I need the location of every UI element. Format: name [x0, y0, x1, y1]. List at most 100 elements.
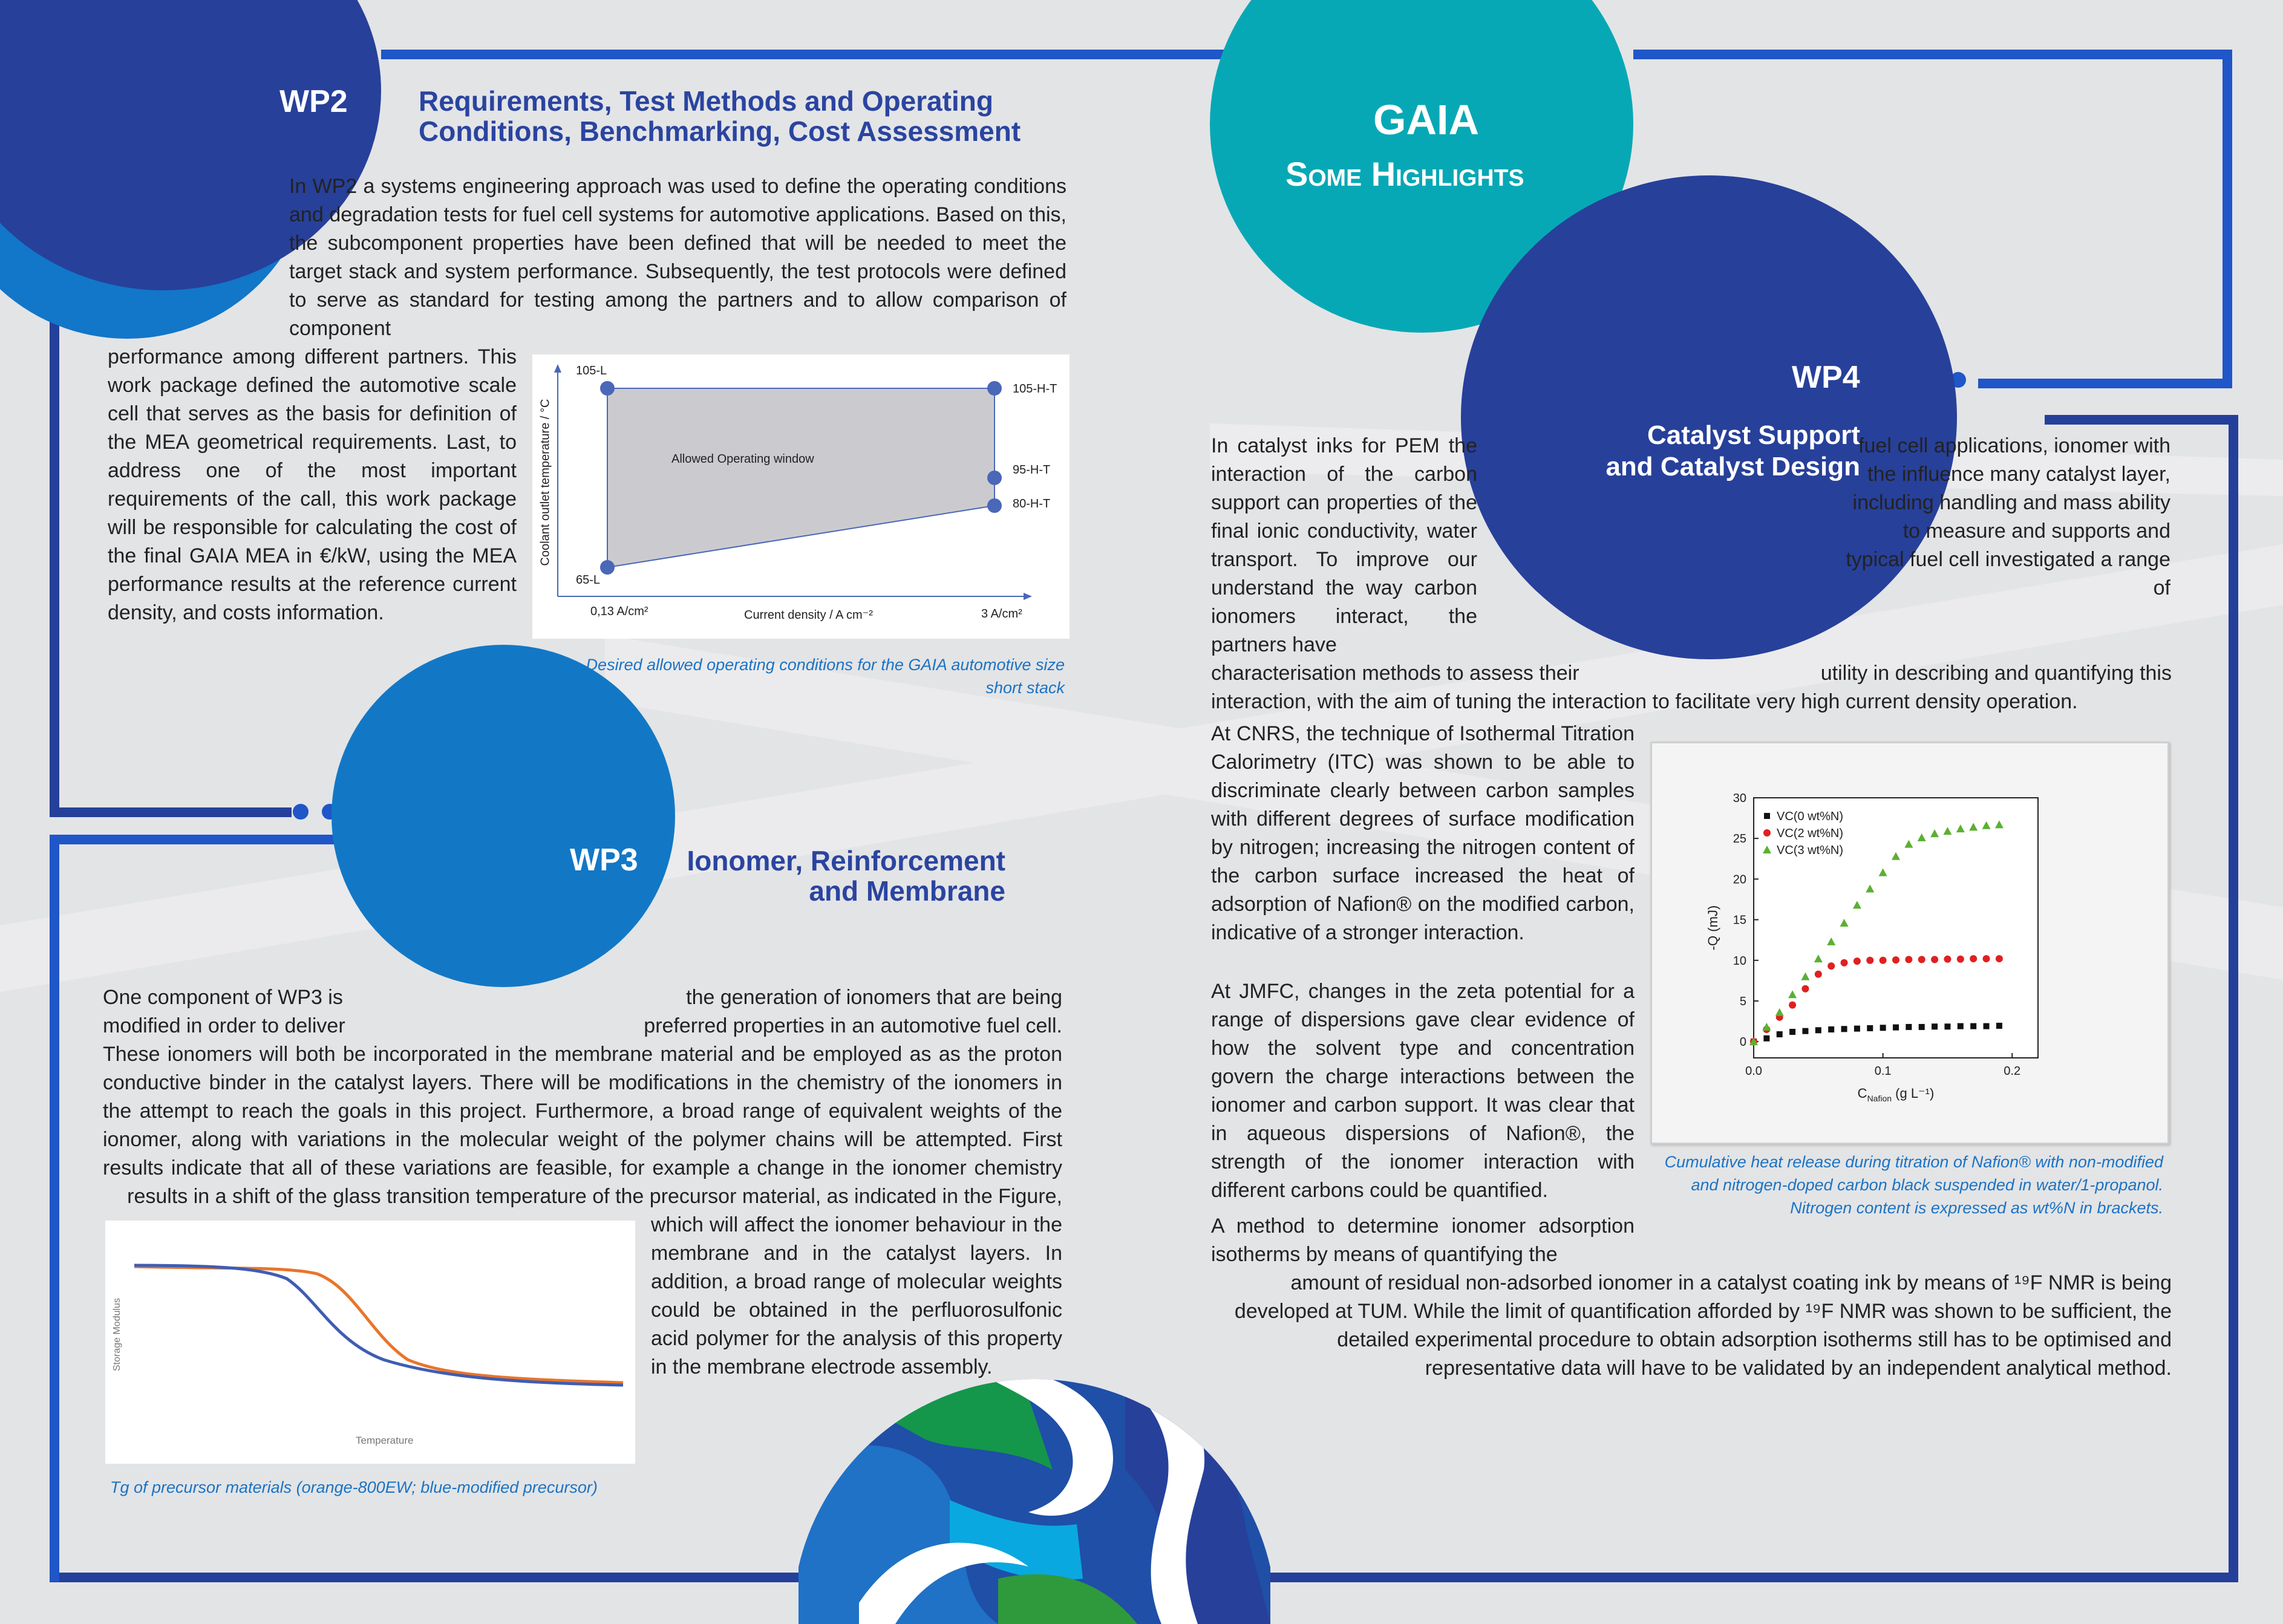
- wp4-intro-line-a-left: characterisation methods to assess their: [1211, 662, 1579, 685]
- itc-chart-frame: 0 5 10 15 20 25 30 0.0 0.1 0.2 -Q (mJ) CNafion (g L…: [1650, 742, 2169, 1144]
- data-point: [1982, 955, 1990, 963]
- wp3-figure-caption: Tg of precursor materials (orange-800EW;…: [110, 1478, 598, 1496]
- legend-marker: [1764, 813, 1770, 819]
- data-point: [1775, 1008, 1784, 1016]
- x-tick-label: 0.2: [2004, 1065, 2020, 1078]
- gaia-subtitle: Some Highlights: [1285, 155, 1524, 193]
- legend-label: VC(0 wt%N): [1777, 810, 1843, 823]
- wp3-figure-xlabel: Temperature: [356, 1435, 414, 1446]
- data-point: [1866, 956, 1874, 964]
- label-105-H-T: 105-H-T: [1013, 382, 1057, 396]
- data-point: [1906, 1023, 1912, 1030]
- data-point: [1828, 1026, 1835, 1032]
- data-point: [1918, 956, 1925, 964]
- wp3-connector-dot: [293, 804, 309, 820]
- data-point: [1970, 955, 1978, 963]
- wp4-frame-top: [2045, 415, 2238, 425]
- legend-marker: [1763, 846, 1771, 853]
- data-point: [1814, 954, 1823, 963]
- point-105-L: [600, 381, 615, 396]
- data-point: [1918, 1023, 1925, 1030]
- data-point: [1788, 990, 1797, 999]
- data-point: [1994, 820, 2004, 829]
- point-80-H-T: [987, 498, 1002, 513]
- wp2-label: WP2: [279, 84, 348, 119]
- data-point: [1943, 827, 1952, 835]
- wp4-chart-caption: Cumulative heat release during titration…: [1664, 1153, 2163, 1217]
- data-point: [1893, 1024, 1899, 1031]
- data-point: [1854, 1025, 1860, 1032]
- data-point: [1840, 959, 1848, 967]
- wp4-connector-line: [1978, 379, 2232, 388]
- data-point: [1930, 829, 1939, 838]
- wp3-circle: [332, 645, 675, 987]
- data-point: [1932, 1023, 1938, 1030]
- data-point: [1840, 918, 1849, 927]
- data-point: [1970, 1023, 1977, 1029]
- data-point: [1878, 868, 1887, 876]
- data-point: [1789, 1001, 1797, 1009]
- plot-area: [1753, 797, 2039, 1058]
- top-frame-line-right: [1633, 50, 2231, 59]
- x-tick-label: 0.0: [1745, 1065, 1762, 1078]
- y-tick-label: 15: [1733, 914, 1746, 927]
- data-point: [1814, 970, 1822, 978]
- wp3-title: Ionomer, Reinforcement and Membrane: [653, 846, 1005, 906]
- data-point: [1982, 821, 1991, 829]
- wp4-label: WP4: [1792, 360, 1860, 395]
- wp2-operating-window-figure: 105-L 105-H-T 95-H-T 80-H-T 65-L Allowed…: [532, 354, 1070, 639]
- data-point: [1762, 1022, 1771, 1031]
- data-point: [1996, 1022, 2002, 1029]
- wp4-intro-line-a-right: utility in describing and quantifying th…: [1820, 662, 2172, 685]
- wp3-intro-left2: modified in order to deliver: [103, 1014, 345, 1037]
- wp3-figure-ylabel: Storage Modulus: [112, 1298, 122, 1371]
- legend-marker: [1763, 829, 1771, 836]
- data-point: [1931, 956, 1939, 964]
- label-65-L: 65-L: [576, 573, 601, 587]
- label-105-L: 105-L: [576, 364, 607, 377]
- wp3-frame-left: [50, 835, 59, 1582]
- data-point: [1763, 1035, 1770, 1042]
- data-point: [1969, 823, 1978, 831]
- wp4-title-line1: Catalyst Support: [1647, 420, 1860, 450]
- wp3-intro-left1: One component of WP3 is: [103, 986, 343, 1009]
- wp2-title: Requirements, Test Methods and Operating…: [419, 86, 1024, 146]
- wp3-body-main: These ionomers will both be incorporated…: [103, 1043, 1062, 1208]
- data-point: [1801, 972, 1810, 980]
- wp3-storage-modulus-figure: Storage Modulus Temperature: [105, 1221, 635, 1464]
- operating-window-label: Allowed Operating window: [671, 452, 814, 466]
- data-point: [1866, 884, 1875, 893]
- wp4-intro-line-b: interaction, with the aim of tuning the …: [1211, 690, 2078, 713]
- x-axis-label: CNafion (g L⁻¹): [1858, 1086, 1935, 1103]
- data-point: [1801, 985, 1809, 993]
- legend-label: VC(2 wt%N): [1777, 827, 1843, 840]
- point-105-H-T: [987, 381, 1002, 396]
- gaia-logo-emblem: [799, 1379, 1270, 1624]
- label-80-H-T: 80-H-T: [1013, 497, 1051, 510]
- wp2-title-line2: Conditions, Benchmarking, Cost Assessmen…: [419, 116, 1021, 147]
- data-point: [1841, 1026, 1847, 1032]
- data-point: [1827, 937, 1836, 945]
- x-tick-label: 0.1: [1875, 1065, 1892, 1078]
- data-point: [1904, 840, 1913, 848]
- label-95-H-T: 95-H-T: [1013, 463, 1051, 477]
- data-point: [1776, 1031, 1783, 1038]
- data-point: [1892, 956, 1899, 964]
- gaia-title: GAIA: [1373, 96, 1479, 143]
- data-point: [1880, 1025, 1886, 1031]
- point-95-H-T: [987, 471, 1002, 485]
- x-end-label: 3 A/cm²: [981, 607, 1022, 621]
- data-point: [1879, 956, 1887, 964]
- data-point: [1852, 901, 1861, 909]
- wp4-method-long: amount of residual non-adsorbed ionomer …: [1234, 1271, 2172, 1380]
- itc-chart: 0 5 10 15 20 25 30 0.0 0.1 0.2 -Q (mJ) CNafion (g L…: [1705, 792, 2039, 1103]
- y-axis-label: -Q (mJ): [1705, 905, 1720, 951]
- wp4-title: Catalyst Support and Catalyst Design: [1561, 420, 1860, 483]
- y-tick-label: 25: [1733, 832, 1746, 846]
- wp4-intro-left: In catalyst inks for PEM the interaction…: [1211, 434, 1477, 656]
- wp4-frame-right: [2229, 415, 2238, 1582]
- data-point: [1944, 955, 1951, 963]
- wp2-frame-bottom: [50, 807, 292, 817]
- wp3-frame-top: [50, 835, 413, 844]
- y-tick-label: 0: [1740, 1035, 1746, 1049]
